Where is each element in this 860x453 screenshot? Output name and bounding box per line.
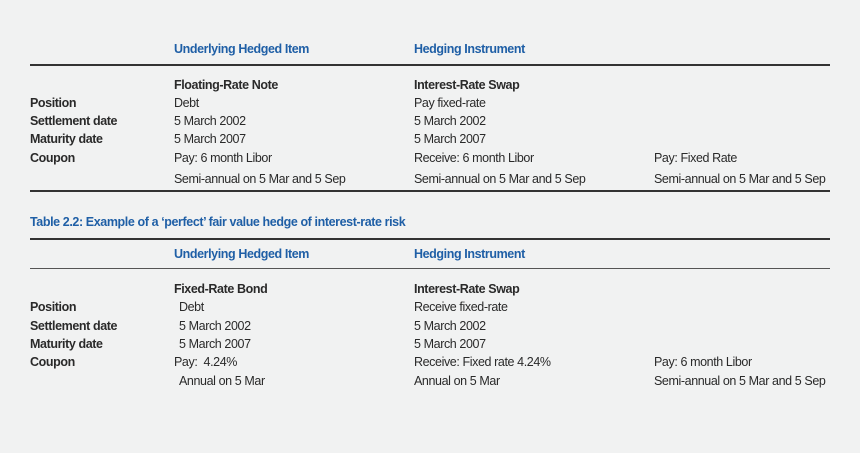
cell-extra-frequency: Semi-annual on 5 Mar and 5 Sep <box>654 172 826 186</box>
cell-underlying-maturity-date: 5 March 2007 <box>174 132 246 146</box>
instrument-name-hedging: Interest-Rate Swap <box>414 282 520 296</box>
table-caption: Table 2.2: Example of a ‘perfect’ fair v… <box>30 215 406 229</box>
table-header-rule <box>30 268 830 269</box>
row-label-settlement-date: Settlement date <box>30 319 118 333</box>
cell-underlying-frequency: Semi-annual on 5 Mar and 5 Sep <box>174 172 346 186</box>
cell-hedging-maturity-date: 5 March 2007 <box>414 132 486 146</box>
cell-underlying-coupon: Pay: 6 month Libor <box>174 151 272 165</box>
cell-underlying-settlement-date: 5 March 2002 <box>179 319 251 333</box>
cell-hedging-coupon: Receive: 6 month Libor <box>414 151 534 165</box>
table-top-rule <box>30 64 830 66</box>
cell-underlying-maturity-date: 5 March 2007 <box>179 337 251 351</box>
row-label-maturity-date: Maturity date <box>30 132 103 146</box>
row-label-coupon: Coupon <box>30 355 75 369</box>
row-label-maturity-date: Maturity date <box>30 337 103 351</box>
column-header-hedging: Hedging Instrument <box>414 42 525 56</box>
cell-underlying-position: Debt <box>179 300 204 314</box>
instrument-name-underlying: Fixed-Rate Bond <box>174 282 268 296</box>
column-header-hedging: Hedging Instrument <box>414 247 525 261</box>
cell-hedging-maturity-date: 5 March 2007 <box>414 337 486 351</box>
cell-underlying-frequency: Annual on 5 Mar <box>179 374 265 388</box>
instrument-name-hedging: Interest-Rate Swap <box>414 78 520 92</box>
cell-hedging-position: Pay fixed-rate <box>414 96 486 110</box>
cell-hedging-frequency: Annual on 5 Mar <box>414 374 500 388</box>
row-label-coupon: Coupon <box>30 151 75 165</box>
row-label-position: Position <box>30 96 77 110</box>
cell-extra-coupon: Pay: 6 month Libor <box>654 355 752 369</box>
table-bottom-rule <box>30 190 830 192</box>
cell-underlying-position: Debt <box>174 96 199 110</box>
cell-underlying-coupon: Pay: 4.24% <box>174 355 238 369</box>
cell-extra-frequency: Semi-annual on 5 Mar and 5 Sep <box>654 374 826 388</box>
cell-hedging-coupon: Receive: Fixed rate 4.24% <box>414 355 551 369</box>
cell-underlying-settlement-date: 5 March 2002 <box>174 114 246 128</box>
column-header-underlying: Underlying Hedged Item <box>174 247 309 261</box>
cell-extra-coupon: Pay: Fixed Rate <box>654 151 737 165</box>
cell-hedging-frequency: Semi-annual on 5 Mar and 5 Sep <box>414 172 586 186</box>
row-label-position: Position <box>30 300 77 314</box>
table-top-rule <box>30 238 830 240</box>
column-header-underlying: Underlying Hedged Item <box>174 42 309 56</box>
instrument-name-underlying: Floating-Rate Note <box>174 78 278 92</box>
cell-hedging-settlement-date: 5 March 2002 <box>414 319 486 333</box>
row-label-settlement-date: Settlement date <box>30 114 118 128</box>
cell-hedging-position: Receive fixed-rate <box>414 300 508 314</box>
cell-hedging-settlement-date: 5 March 2002 <box>414 114 486 128</box>
